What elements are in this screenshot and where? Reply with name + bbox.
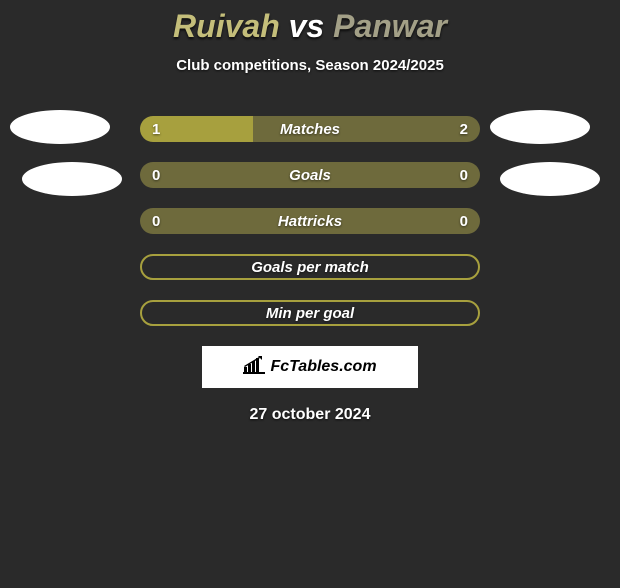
stat-label: Hattricks xyxy=(278,213,342,230)
stat-value-right: 0 xyxy=(460,167,468,184)
stat-row-goals: 0 0 Goals xyxy=(140,162,480,188)
stat-label: Matches xyxy=(280,121,340,138)
avatar-right-0 xyxy=(490,110,590,144)
stat-row-goals-per-match: Goals per match xyxy=(140,254,480,280)
subtitle: Club competitions, Season 2024/2025 xyxy=(0,57,620,74)
player1-name: Ruivah xyxy=(173,8,280,44)
stat-value-left: 0 xyxy=(152,167,160,184)
stat-value-left: 1 xyxy=(152,121,160,138)
avatar-right-1 xyxy=(500,162,600,196)
logo-box: FcTables.com xyxy=(202,346,418,388)
stat-label: Goals per match xyxy=(251,259,369,276)
logo-text: FcTables.com xyxy=(270,358,376,376)
stat-row-matches: 1 2 Matches xyxy=(140,116,480,142)
logo-inner: FcTables.com xyxy=(243,356,376,379)
comparison-title: Ruivah vs Panwar xyxy=(0,8,620,45)
stat-label: Min per goal xyxy=(266,305,354,322)
vs-text: vs xyxy=(289,8,325,44)
stat-value-right: 2 xyxy=(460,121,468,138)
date: 27 october 2024 xyxy=(0,406,620,424)
stat-row-min-per-goal: Min per goal xyxy=(140,300,480,326)
stats-rows-container: 1 2 Matches 0 0 Goals 0 0 Hattricks Goals per mat… xyxy=(0,116,620,326)
stat-value-left: 0 xyxy=(152,213,160,230)
stats-area: 1 2 Matches 0 0 Goals 0 0 Hattricks Goals per mat… xyxy=(0,116,620,326)
avatar-left-0 xyxy=(10,110,110,144)
logo-chart-icon xyxy=(243,356,265,379)
stat-value-right: 0 xyxy=(460,213,468,230)
stat-row-hattricks: 0 0 Hattricks xyxy=(140,208,480,234)
stat-label: Goals xyxy=(289,167,331,184)
player2-name: Panwar xyxy=(333,8,447,44)
avatar-left-1 xyxy=(22,162,122,196)
